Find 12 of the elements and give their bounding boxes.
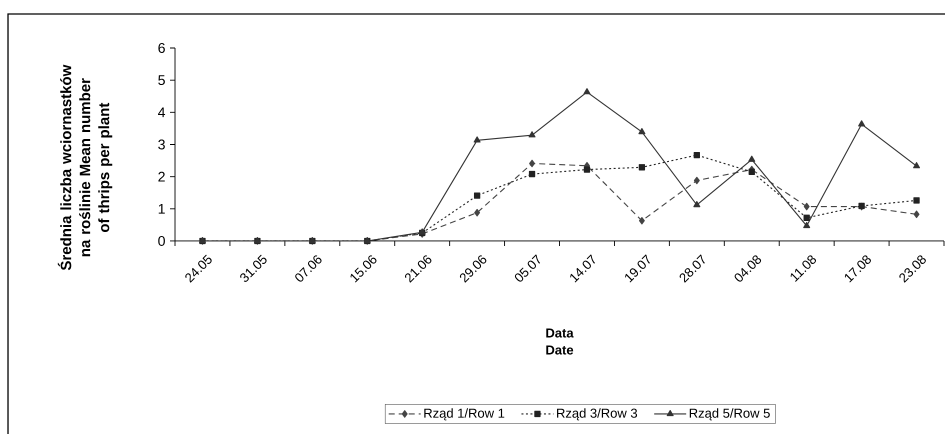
legend-label: Rząd 1/Row 1	[424, 408, 504, 420]
x-axis-title: Data Date	[546, 328, 574, 355]
y-tick-label: 3	[158, 140, 165, 150]
legend-label: Rząd 5/Row 5	[690, 408, 770, 420]
legend-label: Rząd 3/Row 3	[557, 408, 638, 420]
y-tick-label: 6	[158, 43, 165, 53]
y-tick-label: 0	[158, 236, 165, 246]
y-tick-label: 1	[158, 204, 165, 214]
y-tick-label: 2	[158, 172, 165, 182]
y-tick-label: 4	[158, 108, 166, 118]
y-tick-label: 5	[158, 75, 165, 86]
y-axis-title: Średnia liczba wciornastków na roślinie Mean number of thrips per plant	[58, 64, 112, 270]
